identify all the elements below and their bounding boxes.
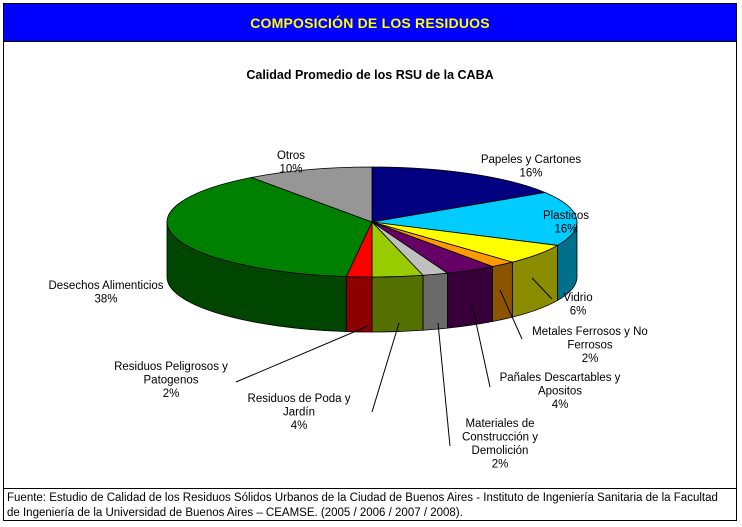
value-label-residuos-de-poda-y-jardin: 4% bbox=[291, 420, 308, 432]
leader-line-residuos-peligrosos-y-patogenos bbox=[235, 325, 369, 383]
slice-label-plasticos: Plasticos bbox=[543, 210, 589, 222]
pie-slice-papeles-y-cartones bbox=[371, 166, 547, 223]
slice-label-vidrio: Vidrio bbox=[563, 292, 592, 304]
banner: COMPOSICIÓN DE LOS RESIDUOS bbox=[4, 4, 736, 42]
slice-label-papeles-y-cartones: Papeles y Cartones bbox=[481, 154, 582, 166]
value-label-otros: 10% bbox=[279, 164, 302, 176]
banner-title: COMPOSICIÓN DE LOS RESIDUOS bbox=[250, 14, 490, 31]
pie-side-residuos-de-poda-y-jardin bbox=[371, 274, 424, 333]
slice-label-materiales-de-construccion-y-demolicion: Materiales de bbox=[465, 418, 534, 430]
pie-slice-plasticos bbox=[371, 192, 578, 246]
slice-label-residuos-de-poda-y-jardin: Residuos de Poda y bbox=[248, 393, 351, 405]
slice-label-desechos-alimenticios: Desechos Alimenticios bbox=[48, 280, 163, 292]
source-note: Fuente: Estudio de Calidad de los Residu… bbox=[7, 492, 718, 519]
slice-label-metales-ferrosos-y-no-ferrosos: Ferrosos bbox=[567, 340, 613, 352]
pie-side-residuos-peligrosos-y-patogenos bbox=[345, 276, 373, 333]
leader-line-panales-descartables-y-apositos bbox=[471, 303, 491, 388]
leader-line-residuos-de-poda-y-jardin bbox=[371, 322, 400, 413]
slice-label-panales-descartables-y-apositos: Apositos bbox=[538, 386, 582, 398]
slice-label-residuos-peligrosos-y-patogenos: Patogenos bbox=[144, 375, 199, 387]
pie-side-metales-ferrosos-y-no-ferrosos bbox=[492, 261, 513, 322]
leader-line-materiales-de-construccion-y-demolicion bbox=[437, 322, 451, 447]
value-label-papeles-y-cartones: 16% bbox=[519, 168, 542, 180]
leader-line-metales-ferrosos-y-no-ferrosos bbox=[499, 289, 523, 340]
leader-line-vidrio bbox=[531, 277, 553, 300]
figure-frame: COMPOSICIÓN DE LOS RESIDUOS Calidad Prom… bbox=[3, 3, 737, 521]
pie-slice-otros bbox=[250, 166, 373, 223]
pie-side-panales-descartables-y-apositos bbox=[447, 266, 493, 329]
pie-side-materiales-de-construccion-y-demolicion bbox=[422, 272, 448, 331]
slice-label-metales-ferrosos-y-no-ferrosos: Metales Ferrosos y No bbox=[532, 326, 648, 338]
chart-title: Calidad Promedio de los RSU de la CABA bbox=[246, 68, 493, 82]
slice-label-materiales-de-construccion-y-demolicion: Demolición bbox=[472, 445, 529, 457]
pie-chart: Calidad Promedio de los RSU de la CABA P… bbox=[48, 68, 648, 471]
pie-slice-desechos-alimenticios bbox=[166, 177, 373, 277]
value-label-desechos-alimenticios: 38% bbox=[94, 294, 117, 306]
value-label-metales-ferrosos-y-no-ferrosos: 2% bbox=[582, 353, 599, 365]
slice-label-materiales-de-construccion-y-demolicion: Construcción y bbox=[462, 432, 538, 444]
value-label-materiales-de-construccion-y-demolicion: 2% bbox=[492, 459, 509, 471]
slice-label-otros: Otros bbox=[277, 150, 305, 162]
slice-label-residuos-peligrosos-y-patogenos: Residuos Peligrosos y bbox=[114, 361, 228, 373]
slice-label-residuos-de-poda-y-jardin: Jardín bbox=[283, 407, 315, 419]
value-label-vidrio: 6% bbox=[570, 306, 587, 318]
slice-label-panales-descartables-y-apositos: Pañales Descartables y bbox=[500, 372, 621, 384]
value-label-panales-descartables-y-apositos: 4% bbox=[552, 399, 569, 411]
value-label-plasticos: 16% bbox=[554, 224, 577, 236]
value-label-residuos-peligrosos-y-patogenos: 2% bbox=[163, 388, 180, 400]
chart-area: Calidad Promedio de los RSU de la CABA P… bbox=[4, 42, 736, 489]
